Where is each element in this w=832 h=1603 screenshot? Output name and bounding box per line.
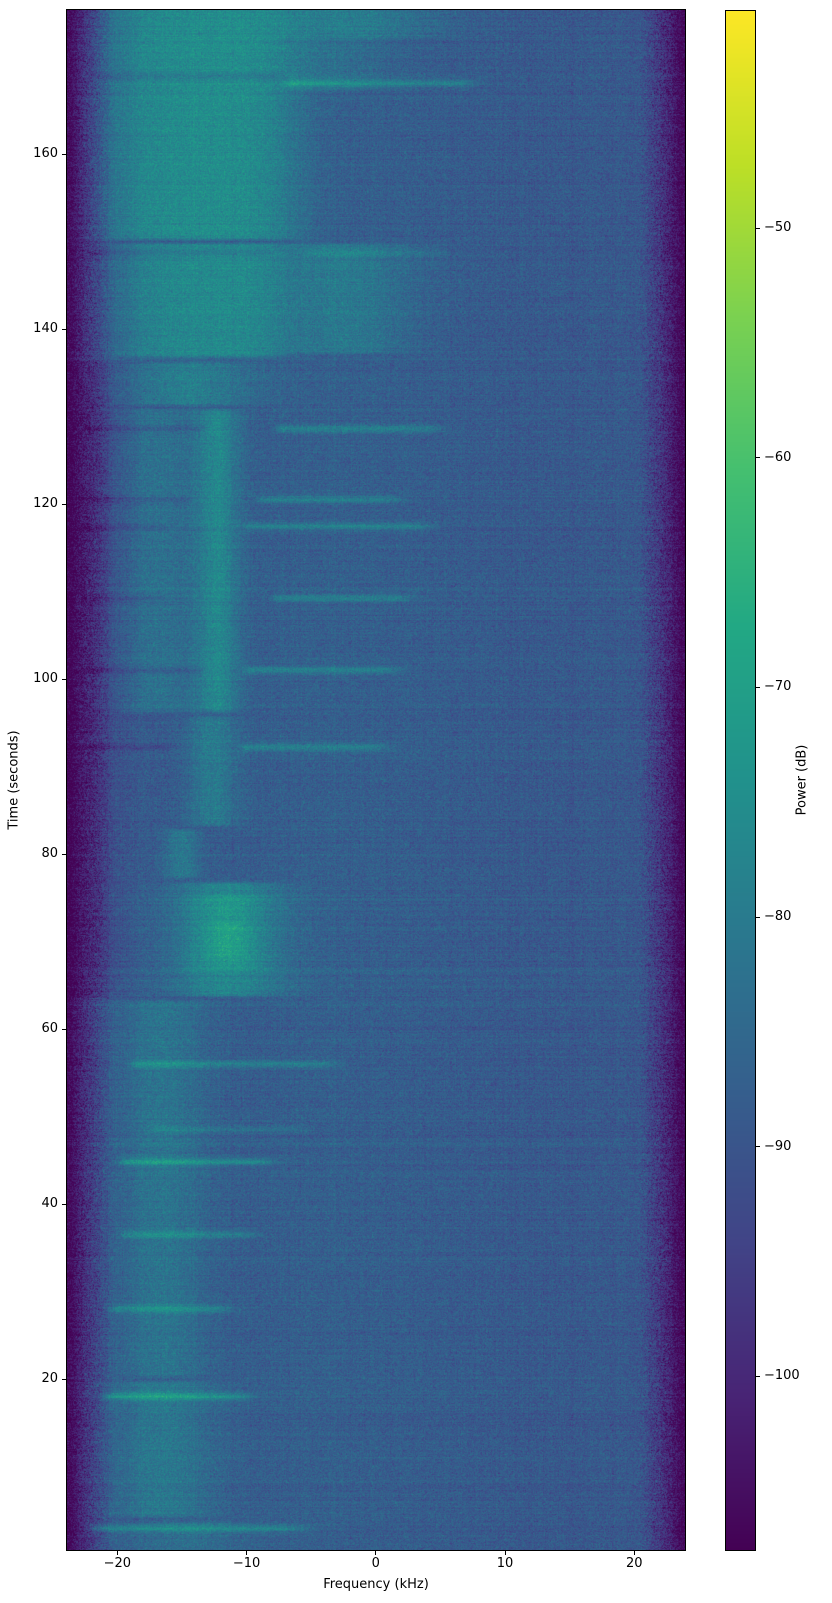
x-tick-mark [116, 1551, 118, 1555]
colorbar-tick-label: −80 [764, 908, 792, 924]
colorbar-tick-mark [756, 686, 760, 688]
colorbar-tick-label: −60 [764, 449, 792, 465]
colorbar-tick-label: −100 [764, 1368, 800, 1384]
y-tick-label: 80 [41, 845, 58, 861]
x-tick-label: 20 [626, 1556, 643, 1571]
x-tick-label: −10 [232, 1556, 261, 1571]
colorbar-tick-mark [756, 227, 760, 229]
y-tick-mark [62, 853, 66, 855]
colorbar-tick-label: −50 [764, 220, 792, 236]
spectrogram-heatmap [66, 9, 686, 1551]
y-tick-label: 140 [33, 320, 58, 336]
colorbar-tick-mark [756, 457, 760, 459]
y-tick-mark [62, 1203, 66, 1205]
x-axis-label: Frequency (kHz) [323, 1577, 429, 1592]
y-tick-mark [62, 153, 66, 155]
y-tick-mark [62, 1028, 66, 1030]
colorbar-label: Power (dB) [794, 744, 810, 816]
x-tick-label: 10 [496, 1556, 514, 1571]
y-tick-mark [62, 1378, 66, 1380]
colorbar-tick-mark [756, 916, 760, 918]
y-tick-label: 120 [33, 495, 58, 511]
colorbar-tick-mark [756, 1146, 760, 1148]
x-tick-mark [633, 1551, 635, 1555]
y-tick-label: 20 [41, 1370, 58, 1386]
y-tick-label: 60 [41, 1020, 58, 1036]
x-tick-mark [246, 1551, 248, 1555]
y-tick-mark [62, 503, 66, 505]
y-tick-label: 40 [41, 1195, 58, 1211]
y-axis-label: Time (seconds) [6, 730, 22, 830]
colorbar-tick-mark [756, 1375, 760, 1377]
x-tick-mark [375, 1551, 377, 1555]
y-tick-label: 100 [33, 670, 58, 686]
colorbar-tick-label: −90 [764, 1138, 792, 1154]
y-tick-label: 160 [33, 145, 58, 161]
x-tick-mark [504, 1551, 506, 1555]
colorbar-gradient [725, 10, 756, 1551]
x-tick-label: −20 [103, 1556, 132, 1571]
y-tick-mark [62, 678, 66, 680]
colorbar-tick-label: −70 [764, 679, 792, 695]
x-tick-label: 0 [371, 1556, 380, 1571]
y-tick-mark [62, 328, 66, 330]
